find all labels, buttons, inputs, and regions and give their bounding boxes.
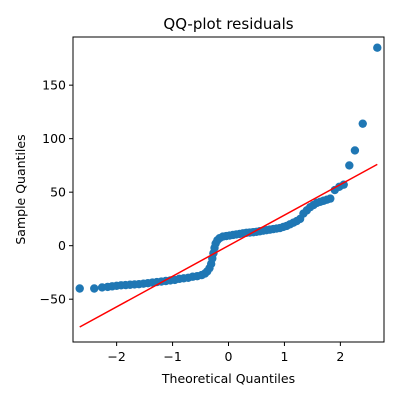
x-tick-label: −1	[163, 349, 181, 364]
data-point	[75, 284, 84, 293]
y-tick-label: 50	[50, 185, 66, 200]
y-tick-label: 0	[58, 238, 66, 253]
x-tick-label: −2	[107, 349, 125, 364]
data-point	[326, 194, 335, 203]
data-point	[350, 146, 360, 155]
x-tick-label: 0	[225, 349, 233, 364]
data-point	[358, 119, 367, 128]
y-tick-label: 150	[42, 78, 66, 93]
plot-area	[75, 43, 382, 328]
x-tick-label: 2	[336, 349, 344, 364]
data-point	[90, 284, 99, 293]
y-tick-label: 100	[42, 131, 66, 146]
data-point	[345, 161, 354, 170]
x-tick-label: 1	[280, 349, 288, 364]
y-tick-label: −50	[40, 292, 66, 307]
reference-line	[79, 163, 378, 328]
data-point	[373, 43, 382, 52]
x-axis-label: Theoretical Quantiles	[161, 371, 295, 386]
y-axis: −50 0 50 100 150	[40, 78, 73, 307]
chart-title: QQ-plot residuals	[163, 15, 293, 33]
x-axis: −2 −1 0 1 2	[107, 342, 344, 364]
data-point	[339, 180, 348, 189]
y-axis-label: Sample Quantiles	[13, 134, 28, 244]
